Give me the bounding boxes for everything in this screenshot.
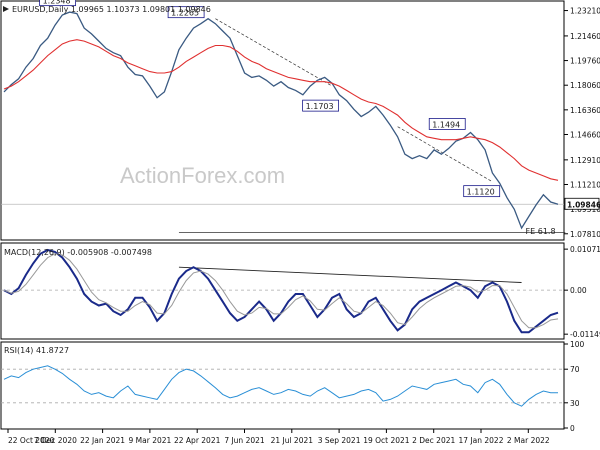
x-tick-label: 22 Jan 2021 xyxy=(80,436,125,445)
macd-pane-frame xyxy=(0,242,565,340)
price-y-tick-label: 1.21460 xyxy=(570,32,600,41)
price-y-tick-label: 1.11210 xyxy=(570,180,600,189)
current-price-label: 1.09846 xyxy=(567,200,600,209)
rsi-line xyxy=(3,365,558,407)
price-header: EURUSD,Daily 1.09965 1.10373 1.09801 1.0… xyxy=(3,5,211,14)
price-y-tick-label: 1.07810 xyxy=(570,230,600,239)
x-tick-label: 7 Dec 2020 xyxy=(34,436,77,445)
macd-signal-line xyxy=(3,253,559,329)
price-line xyxy=(3,11,559,230)
price-annotation-label: 1.2265 xyxy=(171,9,199,18)
price-annotation-box xyxy=(39,0,77,7)
x-tick-label: 21 Jul 2021 xyxy=(271,436,314,445)
price-trend-line xyxy=(397,126,493,183)
price-header-text: EURUSD,Daily 1.09965 1.10373 1.09801 1.0… xyxy=(12,5,211,14)
price-y-tick-label: 1.19760 xyxy=(570,57,600,66)
macd-line xyxy=(3,248,559,334)
macd-layer: 0.010719 0.00 -0.011499 xyxy=(1,245,600,339)
price-annotation-box xyxy=(428,118,466,130)
price-pane-frame xyxy=(0,0,565,241)
fe-annotation-label: FE 61.8 xyxy=(526,227,556,236)
price-annotation-label: 1.1120 xyxy=(467,188,495,197)
x-tick-label: 3 Sep 2021 xyxy=(318,436,361,445)
x-tick-label: 17 Jan 2022 xyxy=(459,436,504,445)
current-price-tag xyxy=(564,197,600,210)
price-y-tick-label: 1.16360 xyxy=(570,106,600,115)
x-tick-label: 19 Oct 2021 xyxy=(363,436,410,445)
x-tick-label: 2 Dec 2021 xyxy=(412,436,455,445)
rsi-header-text: RSI(14) 41.8727 xyxy=(4,346,69,355)
macd-y-tick-label: 0.010719 xyxy=(570,245,600,254)
price-annotation-label: 1.1703 xyxy=(306,102,334,111)
price-annotation-label: 1.2348 xyxy=(43,0,71,6)
watermark: ActionForex.com xyxy=(120,163,285,188)
rsi-y-tick-label: 100 xyxy=(570,340,585,349)
price-y-tick-label: 1.18060 xyxy=(570,81,600,90)
x-tick-label: 2 Mar 2022 xyxy=(507,436,550,445)
moving-average-line xyxy=(3,39,559,181)
price-y-tick-label: 1.14660 xyxy=(570,130,600,139)
price-annotation-label: 1.1494 xyxy=(432,120,460,129)
price-y-tick-label: 1.23210 xyxy=(570,7,600,16)
price-layer: 1.23210 1.21460 1.19760 1.18060 1.16360 1.146… xyxy=(1,0,600,239)
x-tick-label: 22 Oct 2020 xyxy=(8,436,55,445)
rsi-y-tick-label: 70 xyxy=(570,365,580,374)
price-annotation-box xyxy=(463,185,501,198)
price-trend-line xyxy=(215,18,333,87)
macd-header-text: MACD(12,26,9) -0.005908 -0.007498 xyxy=(4,248,152,257)
rsi-pane-frame xyxy=(0,341,565,430)
price-y-tick-label: 1.12910 xyxy=(570,156,600,165)
collapse-triangle-icon xyxy=(3,6,9,12)
x-tick-label: 7 Jun 2021 xyxy=(224,436,265,445)
rsi-y-tick-label: 0 xyxy=(570,424,575,433)
x-tick-label: 9 Mar 2021 xyxy=(129,436,172,445)
price-annotation-box xyxy=(302,99,340,112)
x-tick-label: 22 Apr 2021 xyxy=(174,436,221,445)
rsi-y-tick-label: 30 xyxy=(570,399,580,408)
macd-trend-line xyxy=(178,266,522,283)
rsi-layer: 100 70 30 0 xyxy=(1,340,585,433)
macd-y-tick-label: -0.011499 xyxy=(570,330,600,339)
macd-y-tick-label: 0.00 xyxy=(570,286,587,295)
price-annotation-box xyxy=(167,6,205,19)
